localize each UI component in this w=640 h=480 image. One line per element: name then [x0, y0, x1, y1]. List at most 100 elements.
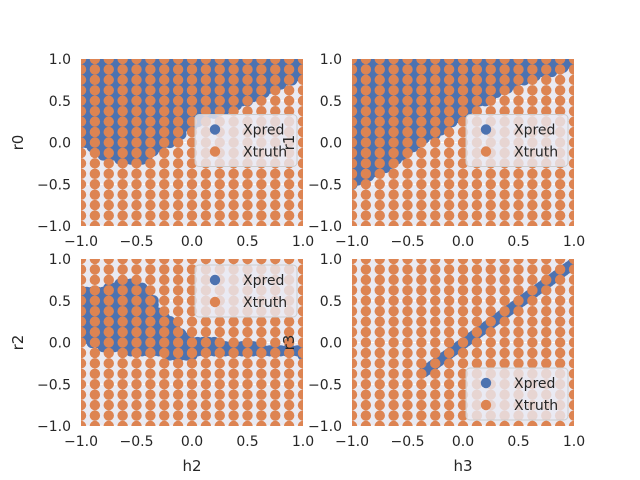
xtruth-point [388, 379, 399, 390]
y-tick-label: 0.0 [49, 336, 71, 352]
xtruth-point [430, 137, 441, 148]
xtruth-point [416, 410, 427, 421]
xtruth-point [485, 74, 496, 86]
xtruth-point [360, 59, 372, 65]
x-tick-label: 1.0 [563, 434, 585, 450]
xtruth-point [568, 285, 574, 296]
xtruth-point [283, 220, 295, 226]
xtruth-point [172, 274, 184, 286]
xtruth-point [388, 347, 399, 359]
xtruth-point [81, 420, 87, 426]
xtruth-point [388, 220, 399, 226]
xtruth-point [103, 137, 114, 148]
xtruth-point [485, 259, 496, 265]
xtruth-point [270, 337, 281, 348]
xtruth-point [145, 59, 156, 65]
xtruth-point [131, 199, 142, 211]
xtruth-point [297, 95, 303, 106]
xtruth-point [430, 259, 441, 265]
xtruth-point [297, 274, 303, 286]
xtruth-point [89, 347, 101, 359]
xtruth-point [283, 326, 295, 338]
xtruth-point [159, 179, 170, 190]
xtruth-point [186, 105, 198, 117]
xtruth-point [89, 189, 101, 200]
xtruth-point [81, 379, 87, 390]
xtruth-point [352, 64, 358, 75]
xtruth-point [430, 305, 441, 317]
xtruth-point [297, 264, 303, 275]
xtruth-point [554, 274, 566, 286]
xtruth-point [499, 305, 510, 317]
xtruth-point [471, 189, 483, 200]
xtruth-point [200, 64, 212, 75]
xtruth-point [457, 220, 469, 226]
xtruth-point [131, 116, 142, 127]
xtruth-point [554, 220, 566, 226]
xtruth-point [214, 316, 225, 327]
xtruth-point [416, 137, 427, 148]
xtruth-point [186, 85, 198, 96]
xtruth-point [228, 368, 239, 380]
xtruth-point [89, 147, 101, 159]
xtruth-point [568, 295, 574, 306]
xtruth-point [89, 316, 101, 327]
xtruth-point [568, 259, 574, 265]
xtruth-point [374, 95, 385, 106]
xtruth-point [89, 158, 101, 169]
xtruth-point [283, 410, 295, 421]
xtruth-point [457, 59, 469, 65]
xtruth-point [527, 189, 538, 200]
xtruth-point [568, 347, 574, 359]
xtruth-point [186, 189, 198, 200]
xtruth-point [471, 337, 483, 348]
xtruth-point [457, 326, 469, 338]
xtruth-point [416, 116, 427, 127]
xtruth-point [117, 399, 128, 411]
xtruth-point [499, 358, 510, 369]
xtruth-point [568, 168, 574, 180]
xtruth-point [352, 199, 358, 211]
xtruth-point [159, 116, 170, 127]
xtruth-point [402, 64, 413, 75]
xtruth-point [159, 220, 170, 226]
xtruth-point [214, 326, 225, 338]
xtruth-point [541, 210, 552, 221]
xtruth-point [499, 95, 510, 106]
xtruth-point [159, 85, 170, 96]
xtruth-point [242, 210, 253, 221]
xtruth-point [352, 126, 358, 138]
xtruth-point [416, 147, 427, 159]
xtruth-point [200, 189, 212, 200]
legend-label-xtruth: Xtruth [514, 145, 558, 161]
xtruth-point [568, 116, 574, 127]
xtruth-point [527, 305, 538, 317]
xtruth-point [352, 74, 358, 86]
xtruth-point [513, 264, 524, 275]
xtruth-point [145, 285, 156, 296]
xtruth-point [89, 274, 101, 286]
xtruth-point [457, 95, 469, 106]
xtruth-point [89, 259, 101, 265]
legend-marker-xtruth [209, 296, 221, 308]
xtruth-point [103, 264, 114, 275]
xtruth-point [499, 259, 510, 265]
xtruth-point [242, 95, 253, 106]
xtruth-point [117, 126, 128, 138]
xtruth-point [145, 264, 156, 275]
xtruth-point [270, 168, 281, 180]
xtruth-point [117, 337, 128, 348]
xtruth-point [485, 420, 496, 426]
xtruth-point [471, 264, 483, 275]
xtruth-point [242, 379, 253, 390]
xtruth-point [554, 85, 566, 96]
xtruth-point [402, 368, 413, 380]
y-axis-label: r1 [280, 135, 298, 151]
xtruth-point [374, 126, 385, 138]
xtruth-point [430, 116, 441, 127]
points-layer [352, 259, 574, 426]
xtruth-point [485, 305, 496, 317]
xtruth-point [145, 358, 156, 369]
xtruth-point [457, 74, 469, 86]
xtruth-point [527, 337, 538, 348]
